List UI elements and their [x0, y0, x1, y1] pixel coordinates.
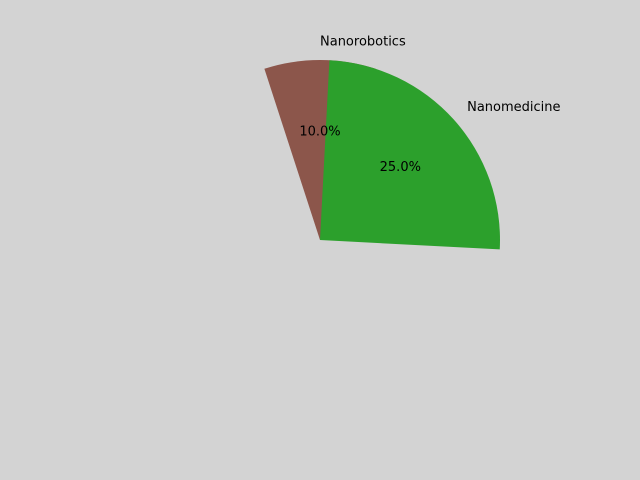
pie-slice-nanomedicine [320, 60, 500, 250]
category-label-nanomedicine: Nanomedicine [467, 100, 560, 115]
pct-label-nanorobotics: 10.0% [299, 125, 340, 140]
category-label-nanorobotics: Nanorobotics [320, 35, 406, 50]
pie-slices [264, 60, 500, 250]
pie-labels: 10.0% Nanorobotics 25.0% Nanomedicine [299, 35, 560, 176]
pct-label-nanomedicine: 25.0% [380, 160, 421, 175]
